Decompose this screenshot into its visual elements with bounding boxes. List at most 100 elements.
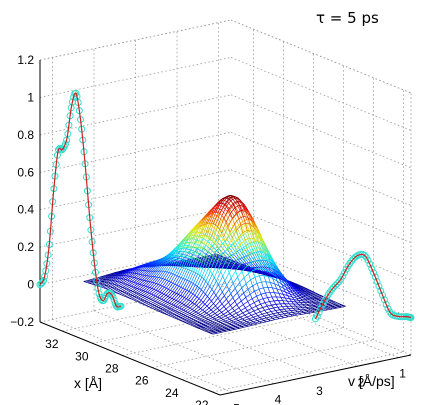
surface-segment xyxy=(257,253,263,257)
surface-segment xyxy=(182,235,188,242)
surface-segment xyxy=(274,275,280,280)
surface-segment xyxy=(215,328,221,331)
surface-segment xyxy=(207,274,213,284)
surface-segment xyxy=(157,292,163,298)
surface-segment xyxy=(209,245,213,250)
surface-segment xyxy=(129,281,134,286)
surface-segment xyxy=(113,289,119,293)
x-marginal-marker xyxy=(109,293,117,301)
surface-segment xyxy=(161,287,167,294)
surface-segment xyxy=(132,288,138,292)
surface-segment xyxy=(279,279,285,284)
surface-segment xyxy=(215,240,221,247)
surface-segment xyxy=(133,283,138,288)
surface-segment xyxy=(291,296,297,299)
surface-segment xyxy=(154,265,160,272)
surface-segment xyxy=(208,307,212,311)
surface-segment xyxy=(207,213,213,224)
surface-segment xyxy=(183,257,189,269)
surface-segment xyxy=(263,263,267,271)
surface-segment xyxy=(148,299,154,304)
surface-segment xyxy=(246,267,252,271)
surface-segment xyxy=(188,227,194,234)
surface-segment xyxy=(213,232,219,238)
surface-segment xyxy=(193,283,196,286)
surface-segment xyxy=(239,282,243,289)
surface-segment xyxy=(269,254,275,263)
surface-segment xyxy=(252,323,258,326)
surface-segment xyxy=(144,302,149,305)
surface-segment xyxy=(213,203,219,213)
gridline xyxy=(230,169,412,244)
surface-segment xyxy=(295,289,300,293)
surface-segment xyxy=(219,295,225,302)
surface-segment xyxy=(209,206,215,215)
surface-segment xyxy=(236,292,240,298)
surface-segment xyxy=(234,296,240,302)
surface-segment xyxy=(275,265,281,273)
surface-segment xyxy=(154,297,160,302)
surface-segment xyxy=(229,313,233,316)
surface-segment xyxy=(301,295,306,298)
surface-segment xyxy=(288,282,294,287)
surface-segment xyxy=(223,236,226,243)
surface-segment xyxy=(181,266,184,269)
surface-segment xyxy=(181,247,187,257)
surface-segment xyxy=(202,266,208,268)
surface-segment xyxy=(265,281,271,283)
surface-segment xyxy=(205,210,211,218)
surface-segment xyxy=(238,268,244,271)
surface-segment xyxy=(197,248,203,261)
surface-segment xyxy=(199,275,203,278)
surface-segment xyxy=(152,296,158,301)
surface-segment xyxy=(252,268,258,271)
surface-segment xyxy=(249,252,253,255)
surface-segment xyxy=(237,200,242,203)
surface-segment xyxy=(264,252,270,259)
surface-segment xyxy=(226,249,232,256)
surface-segment xyxy=(267,287,271,293)
surface-segment xyxy=(180,240,186,249)
surface-segment xyxy=(247,210,253,219)
surface-segment xyxy=(266,259,272,265)
surface-segment xyxy=(160,300,166,305)
surface-segment xyxy=(206,330,212,333)
surface-segment xyxy=(225,222,229,227)
surface-segment xyxy=(303,297,308,299)
surface-segment xyxy=(289,293,293,298)
surface-segment xyxy=(275,310,278,313)
surface-segment xyxy=(282,306,285,310)
surface-segment xyxy=(115,275,121,279)
surface-segment xyxy=(242,310,248,314)
surface-segment xyxy=(222,240,225,244)
surface-segment xyxy=(240,222,246,226)
surface-segment xyxy=(266,316,271,319)
surface-segment xyxy=(215,325,221,328)
surface-segment xyxy=(196,305,199,308)
surface-segment xyxy=(174,283,177,286)
surface-segment xyxy=(279,313,285,315)
surface-segment xyxy=(181,277,184,279)
surface-segment xyxy=(273,312,278,315)
surface-segment xyxy=(244,219,247,221)
surface-segment xyxy=(287,295,293,298)
surface-segment xyxy=(180,279,186,288)
surface-segment xyxy=(270,282,275,285)
surface-segment xyxy=(181,305,187,310)
surface-segment xyxy=(257,315,261,318)
surface-segment xyxy=(227,237,233,248)
surface-segment xyxy=(296,297,301,300)
surface-segment xyxy=(217,215,223,228)
surface-segment xyxy=(133,278,139,283)
surface-segment xyxy=(207,256,213,269)
surface-segment xyxy=(284,277,290,283)
surface-segment xyxy=(220,315,226,319)
surface-segment xyxy=(235,316,241,320)
surface-segment xyxy=(148,266,154,272)
surface-segment xyxy=(219,300,223,305)
surface-segment xyxy=(205,214,211,225)
surface-segment xyxy=(219,306,225,311)
surface-segment xyxy=(166,279,169,282)
surface-segment xyxy=(281,310,287,313)
surface-segment xyxy=(213,212,219,224)
